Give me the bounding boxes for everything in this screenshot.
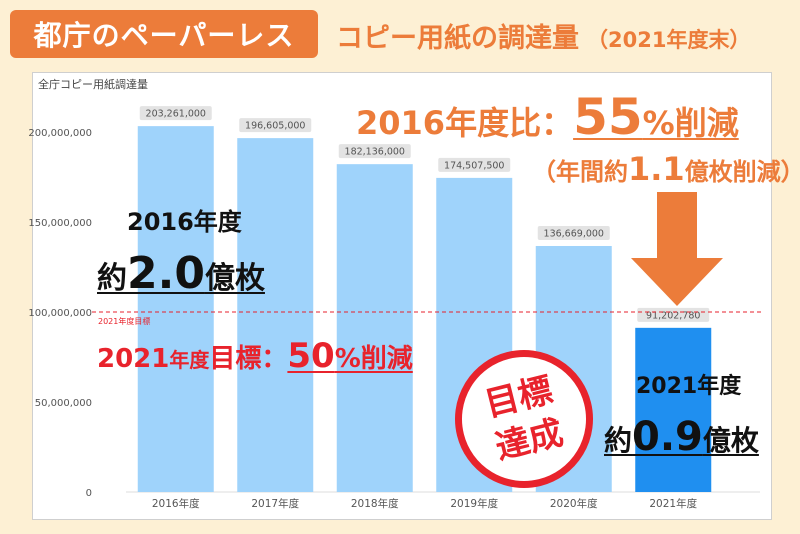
x-tick-label: 2018年度 [351, 497, 399, 510]
y2016-amount: 約2.0億枚 [97, 248, 265, 299]
y-tick-label: 200,000,000 [28, 128, 92, 139]
bar-value-label-bg [637, 307, 710, 322]
bar-value-label-bg [338, 144, 411, 159]
header-title-text: コピー用紙の調達量 [336, 23, 579, 54]
bar-value-label: 91,202,780 [646, 310, 700, 321]
bar-value-label: 136,669,000 [544, 228, 604, 239]
y-tick-label: 150,000,000 [28, 218, 92, 229]
y2016-label: 2016年度 [127, 208, 242, 236]
y-tick-label: 100,000,000 [28, 308, 92, 319]
x-tick-label: 2021年度 [649, 497, 697, 510]
bar-value-label: 174,507,500 [444, 160, 504, 171]
bar-value-label-bg [438, 157, 511, 172]
y-tick-label: 0 [86, 488, 92, 499]
bar-value-label: 196,605,000 [245, 121, 305, 132]
header-title-sub: （2021年度末） [587, 28, 751, 52]
header-badge: 都庁のペーパーレス [10, 10, 318, 58]
y2021-amount: 約0.9億枚 [604, 414, 759, 460]
bar-2016年度 [137, 126, 214, 493]
bar-value-label: 182,136,000 [345, 147, 405, 158]
bar-value-label-bg [139, 106, 212, 121]
y-tick-label: 50,000,000 [35, 398, 92, 409]
header-title: コピー用紙の調達量 （2021年度末） [336, 16, 750, 56]
annual-reduction-value: 1.1 [628, 150, 685, 188]
x-tick-label: 2016年度 [152, 497, 200, 510]
annual-reduction: （年間約1.1億枚削減） [532, 150, 800, 188]
reduction-ratio: 2016年度比：55%削減 [356, 88, 739, 146]
header-badge-text: 都庁のペーパーレス [33, 19, 295, 52]
reduction-ratio-prefix: 2016年度比： [356, 104, 574, 142]
bar-2021年度 [635, 327, 712, 492]
bar-2017年度 [237, 138, 314, 492]
bar-2018年度 [336, 164, 413, 492]
x-tick-label: 2020年度 [550, 497, 598, 510]
target-annotation: 2021年度目標：50%削減 [97, 336, 413, 376]
bar-value-label-bg [537, 225, 610, 240]
reduction-ratio-value: 55%削減 [573, 88, 739, 146]
bar-value-label-bg [239, 118, 312, 133]
y2021-label: 2021年度 [636, 374, 742, 399]
x-tick-label: 2017年度 [251, 497, 299, 510]
chart-title: 全庁コピー用紙調達量 [38, 77, 148, 91]
target-line-label: 2021年度目標 [98, 316, 150, 326]
bar-value-label: 203,261,000 [146, 109, 206, 120]
x-tick-label: 2019年度 [450, 497, 498, 510]
